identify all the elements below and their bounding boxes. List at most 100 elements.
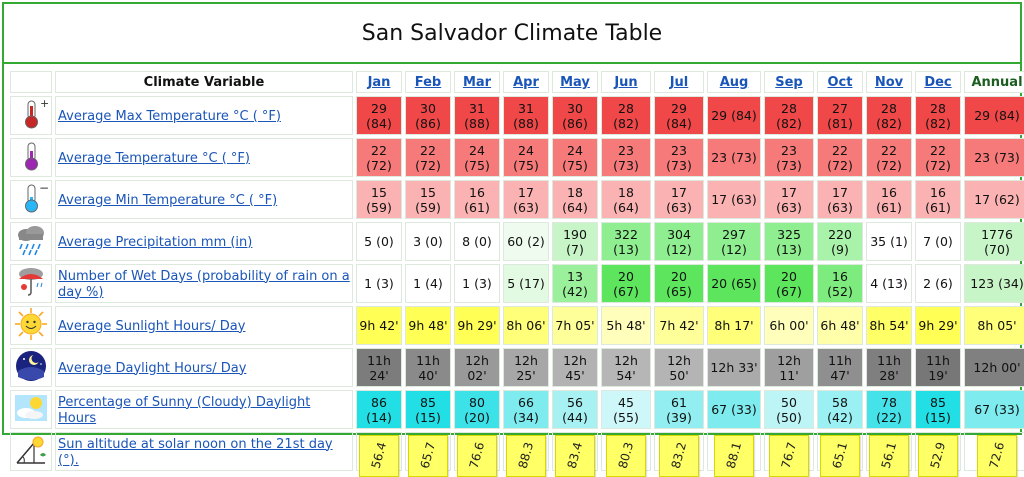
variable-cell: Sun altitude at solar noon on the 21st d… bbox=[55, 432, 353, 471]
value-cell: 3 (0) bbox=[405, 222, 451, 261]
value-cell: 11h 19' bbox=[915, 348, 961, 387]
annual-cell: 23 (73) bbox=[964, 138, 1024, 177]
value-cell: 66 (34) bbox=[503, 390, 549, 429]
sun-altitude-value: 56.4 bbox=[368, 440, 389, 471]
table-body: + Average Max Temperature °C ( °F) 29 (84)… bbox=[10, 96, 1024, 477]
month-header: Nov bbox=[866, 71, 912, 93]
value-cell: 15 (59) bbox=[405, 180, 451, 219]
value-cell: 67 (33) bbox=[707, 390, 761, 429]
variable-cell: Average Sunlight Hours/ Day bbox=[55, 306, 353, 345]
value-cell: 56.1 bbox=[866, 432, 912, 477]
thermometer-hot-icon: + bbox=[10, 96, 52, 135]
value-cell: 6h 48' bbox=[817, 306, 863, 345]
value-cell: 23 (73) bbox=[707, 138, 761, 177]
month-header: Jun bbox=[601, 71, 651, 93]
value-cell: 23 (73) bbox=[654, 138, 704, 177]
month-link-mar[interactable]: Mar bbox=[462, 75, 492, 90]
value-cell: 28 (82) bbox=[601, 96, 651, 135]
value-cell: 17 (63) bbox=[817, 180, 863, 219]
annual-cell: 1776 (70) bbox=[964, 222, 1024, 261]
sun-altitude-value: 80.3 bbox=[615, 440, 636, 471]
variable-link[interactable]: Average Sunlight Hours/ Day bbox=[58, 318, 246, 334]
variable-link[interactable]: Average Precipitation mm (in) bbox=[58, 234, 253, 250]
value-cell: 27 (81) bbox=[817, 96, 863, 135]
sun-altitude-value: 72.6 bbox=[986, 440, 1007, 471]
value-cell: 83.2 bbox=[654, 432, 704, 477]
value-cell: 76.6 bbox=[454, 432, 500, 477]
value-cell: 30 (86) bbox=[405, 96, 451, 135]
value-cell: 58 (42) bbox=[817, 390, 863, 429]
month-link-aug[interactable]: Aug bbox=[719, 75, 749, 90]
variable-cell: Average Daylight Hours/ Day bbox=[55, 348, 353, 387]
annual-cell: 12h 00' bbox=[964, 348, 1024, 387]
variable-link[interactable]: Average Max Temperature °C ( °F) bbox=[58, 108, 281, 124]
svg-text:+: + bbox=[40, 97, 48, 110]
sun-altitude-icon bbox=[10, 432, 52, 471]
value-cell: 22 (72) bbox=[817, 138, 863, 177]
value-cell: 12h 33' bbox=[707, 348, 761, 387]
month-link-apr[interactable]: Apr bbox=[513, 75, 539, 90]
value-cell: 12h 54' bbox=[601, 348, 651, 387]
sticky-note: 80.3 bbox=[606, 434, 646, 477]
annual-cell: 17 (62) bbox=[964, 180, 1024, 219]
variable-link[interactable]: Sun altitude at solar noon on the 21st d… bbox=[58, 436, 333, 468]
sun-altitude-value: 88.1 bbox=[723, 440, 744, 471]
month-link-jul[interactable]: Jul bbox=[669, 75, 689, 90]
sticky-note: 52.9 bbox=[918, 434, 958, 477]
sticky-note: 65.1 bbox=[820, 434, 860, 477]
sticky-note: 56.4 bbox=[359, 434, 399, 477]
value-cell: 16 (61) bbox=[454, 180, 500, 219]
sun-altitude-value: 65.7 bbox=[417, 440, 438, 471]
value-cell: 6h 00' bbox=[764, 306, 814, 345]
sun-altitude-value: 52.9 bbox=[927, 440, 948, 471]
value-cell: 8h 06' bbox=[503, 306, 549, 345]
value-cell: 8h 17' bbox=[707, 306, 761, 345]
value-cell: 5h 48' bbox=[601, 306, 651, 345]
value-cell: 5 (0) bbox=[356, 222, 402, 261]
value-cell: 31 (88) bbox=[454, 96, 500, 135]
value-cell: 30 (86) bbox=[552, 96, 598, 135]
variable-link[interactable]: Number of Wet Days (probability of rain … bbox=[58, 268, 350, 300]
value-cell: 12h 11' bbox=[764, 348, 814, 387]
value-cell: 22 (72) bbox=[915, 138, 961, 177]
climate-table: Climate Variable Jan Feb Mar Apr May Jun… bbox=[7, 68, 1024, 477]
value-cell: 17 (63) bbox=[764, 180, 814, 219]
value-cell: 65.7 bbox=[405, 432, 451, 477]
month-link-oct[interactable]: Oct bbox=[827, 75, 853, 90]
variable-link[interactable]: Average Min Temperature °C ( °F) bbox=[58, 192, 278, 208]
month-link-may[interactable]: May bbox=[560, 75, 590, 90]
icon-header-cell bbox=[10, 71, 52, 93]
month-link-sep[interactable]: Sep bbox=[775, 75, 803, 90]
month-link-feb[interactable]: Feb bbox=[414, 75, 442, 90]
value-cell: 297 (12) bbox=[707, 222, 761, 261]
value-cell: 12h 50' bbox=[654, 348, 704, 387]
month-link-jun[interactable]: Jun bbox=[614, 75, 638, 90]
sticky-note: 88.3 bbox=[506, 434, 546, 477]
table-row: + Average Max Temperature °C ( °F) 29 (84)… bbox=[10, 96, 1024, 135]
value-cell: 28 (82) bbox=[915, 96, 961, 135]
value-cell: 23 (73) bbox=[764, 138, 814, 177]
value-cell: 9h 29' bbox=[915, 306, 961, 345]
sticky-note: 83.2 bbox=[659, 434, 699, 477]
umbrella-icon bbox=[10, 264, 52, 303]
table-row: Number of Wet Days (probability of rain … bbox=[10, 264, 1024, 303]
value-cell: 65.1 bbox=[817, 432, 863, 477]
variable-cell: Number of Wet Days (probability of rain … bbox=[55, 264, 353, 303]
night-sky-icon bbox=[10, 348, 52, 387]
value-cell: 20 (67) bbox=[764, 264, 814, 303]
variable-link[interactable]: Percentage of Sunny (Cloudy) Daylight Ho… bbox=[58, 394, 311, 426]
table-row: Average Precipitation mm (in) 5 (0) 3 (0) 8… bbox=[10, 222, 1024, 261]
value-cell: 83.4 bbox=[552, 432, 598, 477]
value-cell: 78 (22) bbox=[866, 390, 912, 429]
month-link-dec[interactable]: Dec bbox=[924, 75, 952, 90]
variable-cell: Average Precipitation mm (in) bbox=[55, 222, 353, 261]
value-cell: 80.3 bbox=[601, 432, 651, 477]
value-cell: 23 (73) bbox=[601, 138, 651, 177]
sticky-note: 72.6 bbox=[977, 434, 1017, 477]
month-link-jan[interactable]: Jan bbox=[367, 75, 391, 90]
value-cell: 11h 40' bbox=[405, 348, 451, 387]
variable-link[interactable]: Average Daylight Hours/ Day bbox=[58, 360, 247, 376]
month-link-nov[interactable]: Nov bbox=[874, 75, 904, 90]
sticky-note: 88.1 bbox=[714, 434, 754, 477]
variable-link[interactable]: Average Temperature °C ( °F) bbox=[58, 150, 250, 166]
